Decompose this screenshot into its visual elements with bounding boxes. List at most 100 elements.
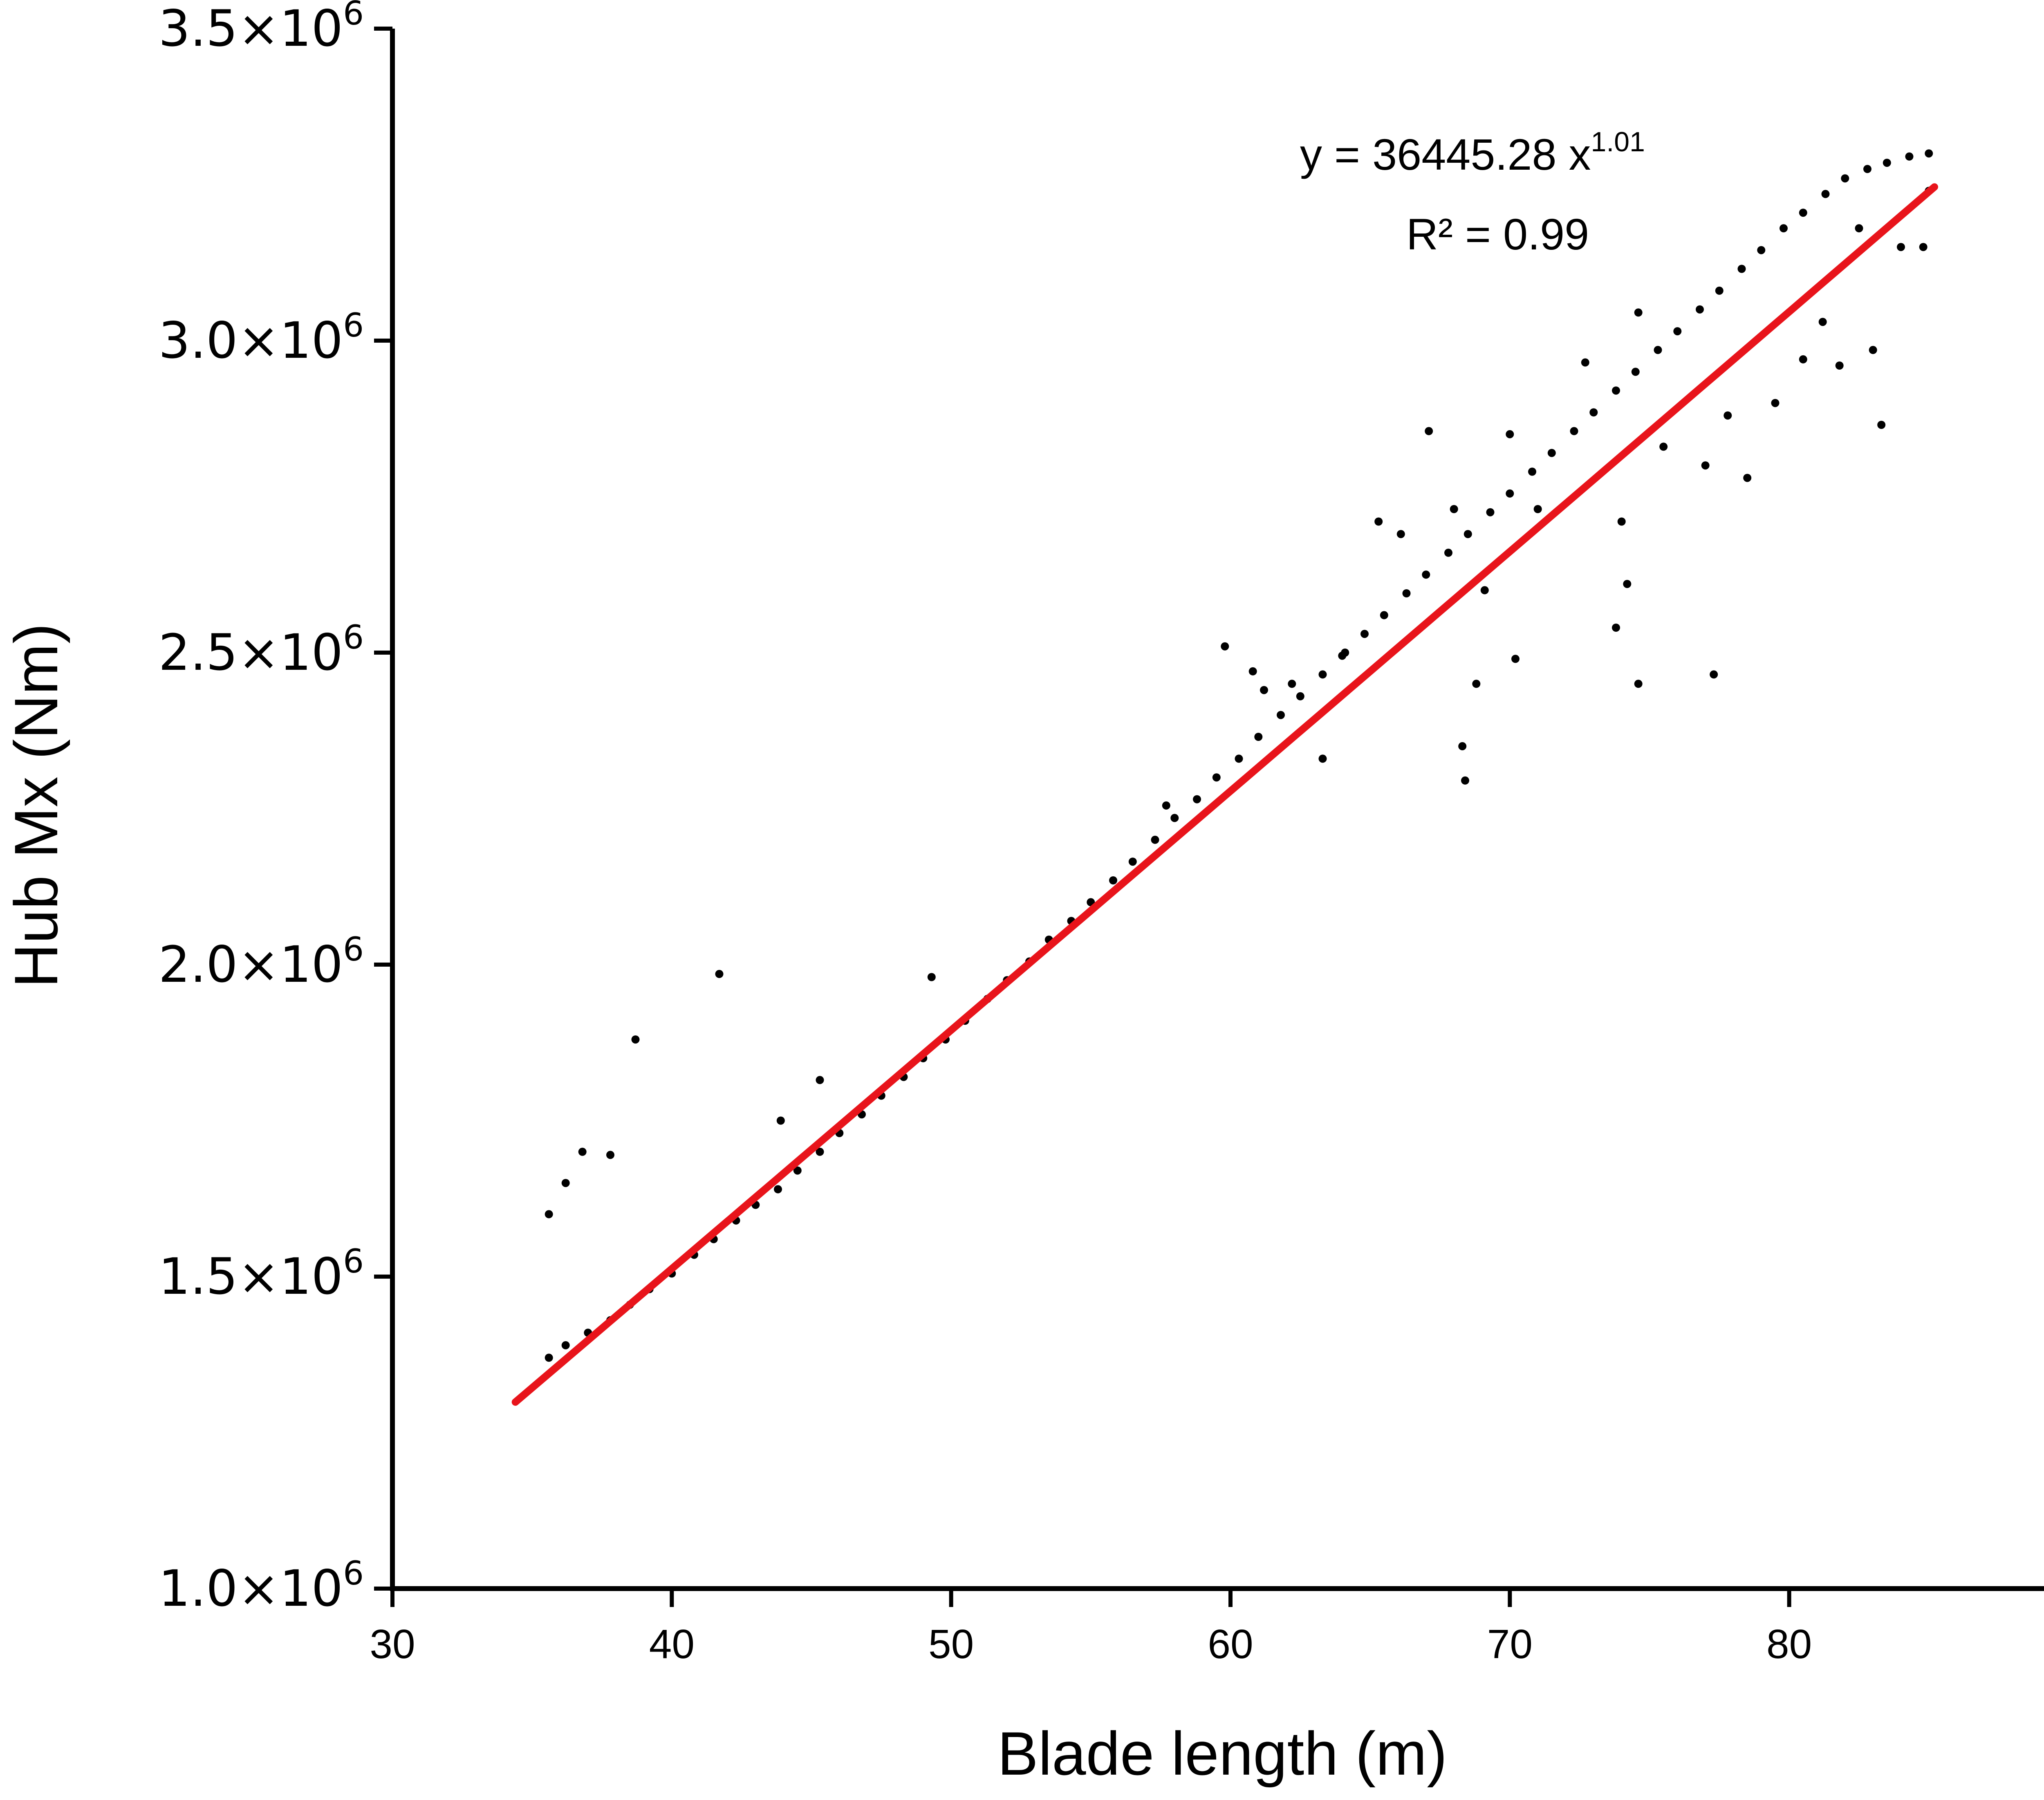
y-tick-label: 2.0×106 (159, 930, 364, 994)
data-point (1162, 801, 1170, 810)
data-point (1743, 474, 1752, 482)
data-point (1925, 149, 1933, 158)
data-point (1221, 642, 1229, 651)
data-point (1374, 517, 1383, 526)
fit-equation-annotation: y = 36445.28 x1.01 R² = 0.99 (1300, 126, 1645, 259)
data-point (1724, 411, 1732, 420)
data-point (1341, 649, 1349, 657)
data-point (1458, 742, 1467, 750)
data-point (1612, 624, 1620, 632)
data-point (1480, 586, 1489, 595)
y-tick-label: 2.5×106 (159, 618, 364, 682)
data-point (1360, 630, 1369, 638)
data-point (1506, 430, 1514, 438)
y-tick-label: 1.0×106 (159, 1554, 364, 1618)
data-point (1260, 686, 1268, 694)
data-point (1444, 548, 1452, 557)
data-point (1511, 655, 1520, 663)
data-point (1673, 327, 1682, 336)
data-point (1701, 461, 1710, 470)
data-point (1486, 508, 1495, 516)
x-tick-label: 80 (1766, 1621, 1812, 1667)
data-point (1380, 611, 1388, 619)
data-point (1248, 667, 1257, 676)
data-point (1659, 442, 1668, 451)
data-point (1780, 224, 1788, 233)
data-point (1799, 355, 1807, 364)
data-point (1425, 427, 1433, 435)
data-point (606, 1151, 614, 1159)
x-axis-title: Blade length (m) (997, 1719, 1448, 1788)
data-point (1757, 246, 1766, 254)
data-point (1617, 517, 1626, 526)
data-point (927, 973, 936, 981)
data-point (1634, 308, 1643, 317)
data-point (1883, 159, 1891, 167)
data-point (1109, 876, 1117, 884)
y-tick-label: 3.0×106 (159, 306, 364, 370)
data-point (578, 1147, 587, 1156)
data-point (1855, 224, 1863, 233)
data-point (545, 1353, 553, 1362)
data-point (1863, 165, 1871, 173)
data-point (1422, 570, 1430, 579)
data-point (1235, 754, 1243, 763)
data-point (1193, 795, 1201, 803)
data-point (1589, 408, 1598, 417)
data-point (1151, 835, 1159, 844)
data-point (1528, 467, 1536, 476)
x-tick-label: 50 (928, 1621, 974, 1667)
data-point (1737, 265, 1746, 273)
data-point (1696, 305, 1704, 314)
fit-line-layer (511, 183, 1938, 1406)
data-point (1464, 530, 1472, 539)
data-point (561, 1179, 570, 1187)
x-tick-label: 30 (370, 1621, 415, 1667)
data-point (1715, 286, 1724, 295)
data-point (1841, 174, 1849, 183)
data-point (1869, 346, 1877, 354)
data-point (1461, 776, 1469, 785)
data-point (545, 1210, 553, 1219)
data-point (793, 1166, 802, 1175)
fit-equation-exponent: 1.01 (1591, 126, 1645, 157)
fit-line (511, 183, 1938, 1406)
y-tick-label: 1.5×106 (159, 1242, 364, 1306)
data-point (1128, 857, 1137, 866)
data-point (776, 1116, 785, 1125)
data-point (1170, 814, 1179, 822)
data-point (1821, 190, 1830, 198)
fit-r-squared: R² = 0.99 (1406, 209, 1589, 259)
data-point (1450, 505, 1458, 513)
data-point (1623, 580, 1632, 588)
x-tick-label: 40 (649, 1621, 695, 1667)
fit-equation: y = 36445.28 x1.01 (1300, 126, 1645, 179)
data-point (1254, 733, 1263, 741)
data-point (1897, 243, 1905, 251)
x-tick-label: 70 (1487, 1621, 1533, 1667)
x-ticks: 30405060708090 (370, 1589, 1812, 1667)
data-point (1318, 670, 1327, 679)
data-point (1396, 530, 1405, 539)
fit-equation-prefix: y = 36445.28 x (1300, 130, 1591, 179)
data-point (1296, 692, 1304, 700)
data-point (1402, 589, 1411, 597)
data-point (774, 1185, 782, 1194)
data-point (816, 1076, 824, 1084)
data-point (1654, 346, 1662, 354)
data-point (816, 1147, 824, 1156)
data-point (1570, 427, 1578, 435)
data-point (1547, 449, 1556, 457)
data-point (1835, 361, 1844, 370)
data-point (1771, 399, 1780, 407)
data-point (1818, 318, 1827, 326)
data-point (1919, 243, 1927, 251)
data-point (1318, 754, 1327, 763)
data-point (1905, 152, 1914, 161)
data-point (1612, 386, 1620, 395)
data-point (1472, 680, 1481, 688)
y-tick-label: 3.5×106 (159, 0, 364, 58)
y-ticks: 1.0×106 1.5×106 2.0×106 2.5×106 3.0×106 3.5×1… (159, 0, 392, 1618)
data-point (1212, 773, 1221, 782)
